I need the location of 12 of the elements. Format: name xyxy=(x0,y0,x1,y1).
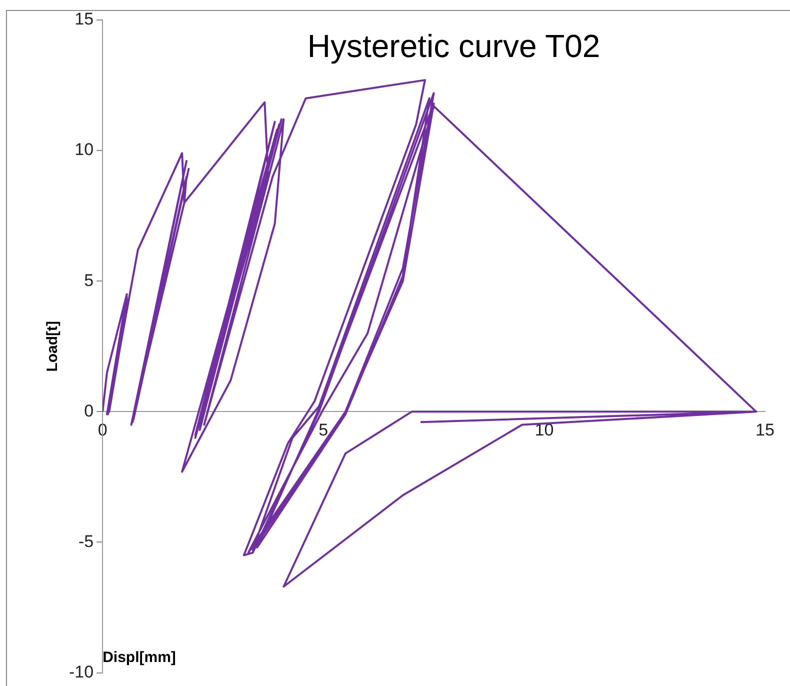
y-tick-label: 10 xyxy=(74,140,94,160)
y-axis-title: Load[t] xyxy=(44,320,62,372)
y-tick-label: -5 xyxy=(78,532,94,551)
y-tick-label: 15 xyxy=(74,10,94,29)
chart-title: Hysteretic curve T02 xyxy=(307,28,600,64)
x-axis-title: Displ[mm] xyxy=(102,649,176,666)
y-tick-label: 5 xyxy=(84,270,94,290)
y-tick-label: 0 xyxy=(84,401,94,420)
x-tick-label: 15 xyxy=(756,420,774,440)
x-tick-label: 10 xyxy=(534,420,554,440)
x-tick-label: 5 xyxy=(318,420,328,440)
y-tick-label: -10 xyxy=(68,662,94,682)
